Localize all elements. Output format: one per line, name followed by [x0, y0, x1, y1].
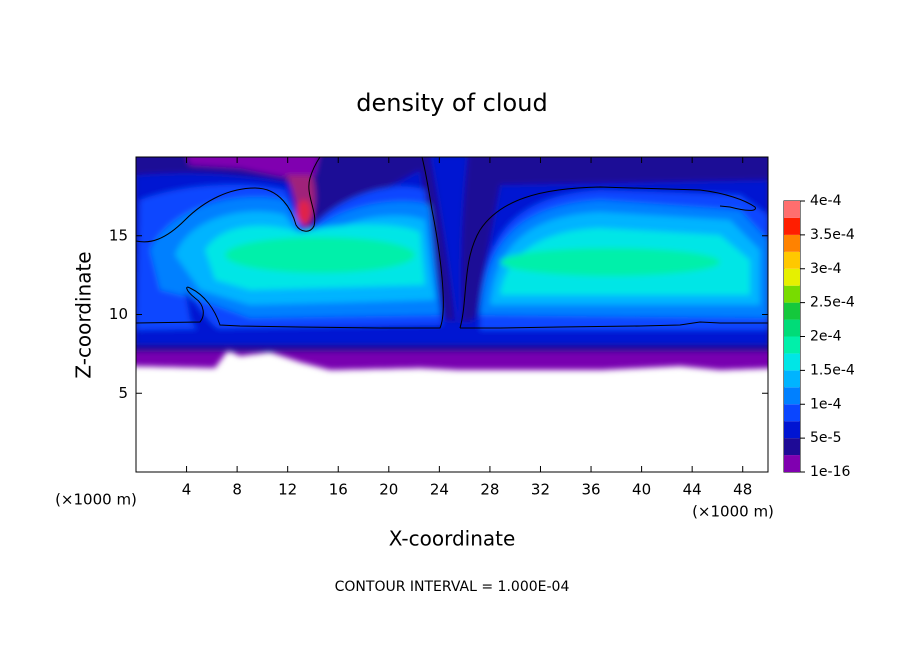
- colorbar-tick-label: 3.5e-4: [810, 227, 855, 243]
- colorbar-band: [784, 404, 800, 422]
- colorbar-tick-label: 1e-16: [810, 464, 850, 480]
- colorbar-band: [784, 336, 800, 354]
- colorbar-tick-label: 1e-4: [810, 396, 842, 412]
- colorbar-tick-label: 5e-5: [810, 430, 841, 446]
- colorbar-band: [784, 217, 800, 235]
- colorbar-band: [784, 455, 800, 472]
- colorbar-band: [784, 251, 800, 269]
- colorbar-tick-label: 4e-4: [810, 193, 842, 209]
- x-tick-label: 48: [733, 481, 752, 499]
- x-tick-label: 8: [232, 481, 242, 499]
- colorbar-band: [784, 421, 800, 439]
- colorbar-tick-label: 3e-4: [810, 261, 842, 277]
- colorbar-tick-label: 2.5e-4: [810, 295, 855, 311]
- x-axis-label: X-coordinate: [389, 527, 516, 551]
- colorbar-band: [784, 387, 800, 405]
- x-tick-label: 12: [278, 481, 297, 499]
- x-tick-label: 20: [379, 481, 398, 499]
- colorbar-band: [784, 319, 800, 337]
- contour-field: [136, 157, 768, 370]
- colorbar-band: [784, 285, 800, 303]
- contour-note: CONTOUR INTERVAL = 1.000E-04: [335, 579, 570, 595]
- colorbar-band: [784, 268, 800, 286]
- x-tick-label: 40: [632, 481, 651, 499]
- x-tick-label: 24: [430, 481, 449, 499]
- colorbar-band: [784, 234, 800, 252]
- colorbar-band: [784, 302, 800, 320]
- x-tick-label: 36: [581, 481, 600, 499]
- colorbar-tick-label: 2e-4: [810, 329, 842, 345]
- colorbar-band: [784, 353, 800, 371]
- chart-title: density of cloud: [356, 89, 547, 117]
- x-unit-label: (×1000 m): [692, 503, 774, 521]
- colorbar-band: [784, 370, 800, 388]
- x-tick-label: 4: [182, 481, 192, 499]
- x-tick-label: 28: [480, 481, 499, 499]
- x-tick-label: 44: [683, 481, 702, 499]
- colorbar-tick-label: 1.5e-4: [810, 362, 855, 378]
- y-tick-label: 15: [109, 226, 128, 244]
- y-unit-label: (×1000 m): [55, 491, 137, 509]
- colorbar-band: [784, 438, 800, 456]
- colorbar-band: [784, 201, 800, 218]
- x-tick-label: 16: [329, 481, 348, 499]
- y-tick-label: 10: [109, 305, 128, 323]
- x-tick-label: 32: [531, 481, 550, 499]
- y-tick-label: 5: [118, 384, 128, 402]
- y-axis-label: Z-coordinate: [72, 251, 96, 378]
